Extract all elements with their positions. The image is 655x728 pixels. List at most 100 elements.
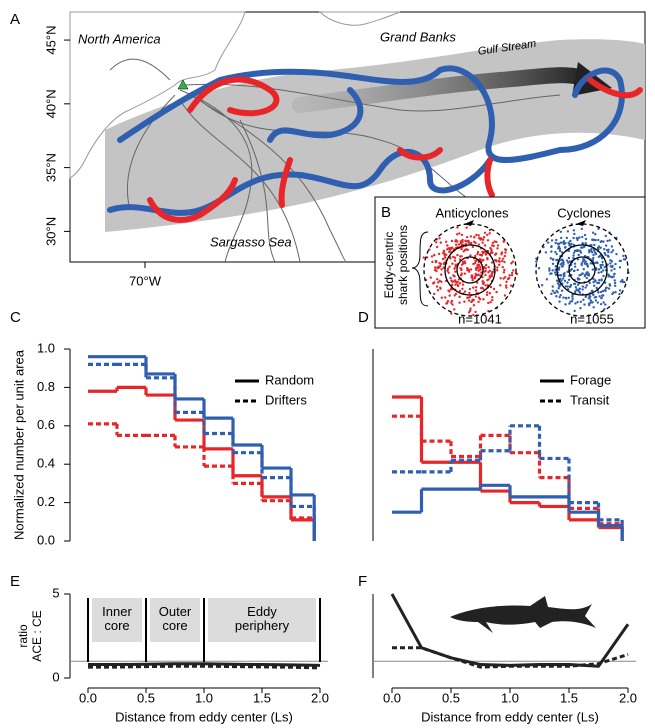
- scatter-dot: [489, 292, 491, 294]
- y-tick-label: 0.0: [37, 532, 55, 547]
- scatter-dot: [622, 255, 624, 257]
- scatter-dot: [554, 271, 556, 273]
- scatter-dot: [619, 289, 621, 291]
- scatter-dot: [576, 249, 578, 251]
- scatter-dot: [486, 279, 488, 281]
- scatter-dot: [612, 249, 614, 251]
- scatter-dot: [493, 288, 495, 290]
- scatter-dot: [600, 303, 602, 305]
- scatter-dot: [572, 254, 574, 256]
- scatter-dot: [477, 301, 479, 303]
- y-axis-label: ACE : CE: [30, 610, 44, 661]
- scatter-dot: [504, 251, 506, 253]
- scatter-dot: [503, 271, 505, 273]
- scatter-dot: [462, 263, 464, 265]
- scatter-dot: [486, 234, 488, 236]
- scatter-dot: [604, 303, 606, 305]
- scatter-dot: [445, 302, 447, 304]
- scatter-dot: [508, 274, 510, 276]
- scatter-dot: [438, 237, 440, 239]
- scatter-dot: [570, 284, 572, 286]
- scatter-dot: [437, 266, 439, 268]
- region-label: Inner core: [92, 605, 142, 633]
- scatter-dot: [574, 302, 576, 304]
- scatter-dot: [603, 248, 605, 250]
- scatter-dot: [560, 237, 562, 239]
- scatter-dot: [573, 229, 575, 231]
- scatter-dot: [482, 252, 484, 254]
- scatter-dot: [607, 254, 609, 256]
- scatter-dot: [548, 267, 550, 269]
- inset-title: Anticyclones: [436, 205, 509, 220]
- scatter-dot: [511, 274, 513, 276]
- inset-y-label: Eddy-centric: [382, 232, 396, 299]
- scatter-dot: [456, 226, 458, 228]
- scatter-dot: [574, 283, 576, 285]
- scatter-dot: [586, 263, 588, 265]
- scatter-dot: [608, 287, 610, 289]
- scatter-dot: [602, 275, 604, 277]
- scatter-dot: [436, 246, 438, 248]
- scatter-dot: [503, 240, 505, 242]
- scatter-dot: [483, 236, 485, 238]
- scatter-dot: [597, 239, 599, 241]
- scatter-dot: [491, 296, 493, 298]
- scatter-dot: [613, 273, 615, 275]
- scatter-dot: [566, 259, 568, 261]
- shark-icon: [450, 596, 596, 633]
- scatter-dot: [459, 282, 461, 284]
- scatter-dot: [576, 237, 578, 239]
- scatter-dot: [594, 280, 596, 282]
- scatter-dot: [451, 240, 453, 242]
- scatter-dot: [562, 273, 564, 275]
- scatter-dot: [613, 268, 615, 270]
- scatter-dot: [594, 252, 596, 254]
- scatter-dot: [502, 257, 504, 259]
- scatter-dot: [464, 290, 466, 292]
- scatter-dot: [592, 268, 594, 270]
- scatter-dot: [481, 254, 483, 256]
- scatter-dot: [574, 265, 576, 267]
- scatter-dot: [471, 277, 473, 279]
- y-axis-label: ratio: [16, 624, 30, 648]
- scatter-dot: [597, 291, 599, 293]
- scatter-dot: [490, 273, 492, 275]
- scatter-dot: [592, 306, 594, 308]
- scatter-dot: [592, 254, 594, 256]
- scatter-dot: [474, 255, 476, 257]
- series-line: [392, 594, 628, 666]
- scatter-dot: [594, 296, 596, 298]
- scatter-dot: [609, 262, 611, 264]
- scatter-dot: [560, 279, 562, 281]
- x-tick-label: 1.5: [560, 690, 578, 705]
- scatter-dot: [461, 288, 463, 290]
- scatter-dot: [611, 276, 613, 278]
- scatter-dot: [440, 273, 442, 275]
- scatter-dot: [600, 291, 602, 293]
- scatter-dot: [454, 270, 456, 272]
- scatter-dot: [444, 254, 446, 256]
- scatter-dot: [564, 280, 566, 282]
- scatter-dot: [466, 267, 468, 269]
- scatter-dot: [474, 262, 476, 264]
- scatter-dot: [490, 286, 492, 288]
- scatter-dot: [588, 297, 590, 299]
- scatter-dot: [562, 277, 564, 279]
- scatter-dot: [465, 226, 467, 228]
- region-label: Eddy periphery: [208, 605, 316, 633]
- scatter-dot: [496, 269, 498, 271]
- scatter-dot: [488, 275, 490, 277]
- scatter-dot: [489, 301, 491, 303]
- scatter-dot: [568, 257, 570, 259]
- scatter-dot: [591, 301, 593, 303]
- series-line: [88, 666, 320, 668]
- legend-label: Forage: [570, 372, 611, 387]
- scatter-dot: [581, 228, 583, 230]
- scatter-dot: [470, 235, 472, 237]
- scatter-dot: [461, 239, 463, 241]
- scatter-dot: [598, 279, 600, 281]
- scatter-dot: [558, 296, 560, 298]
- scatter-dot: [623, 258, 625, 260]
- scatter-dot: [610, 265, 612, 267]
- scatter-dot: [478, 270, 480, 272]
